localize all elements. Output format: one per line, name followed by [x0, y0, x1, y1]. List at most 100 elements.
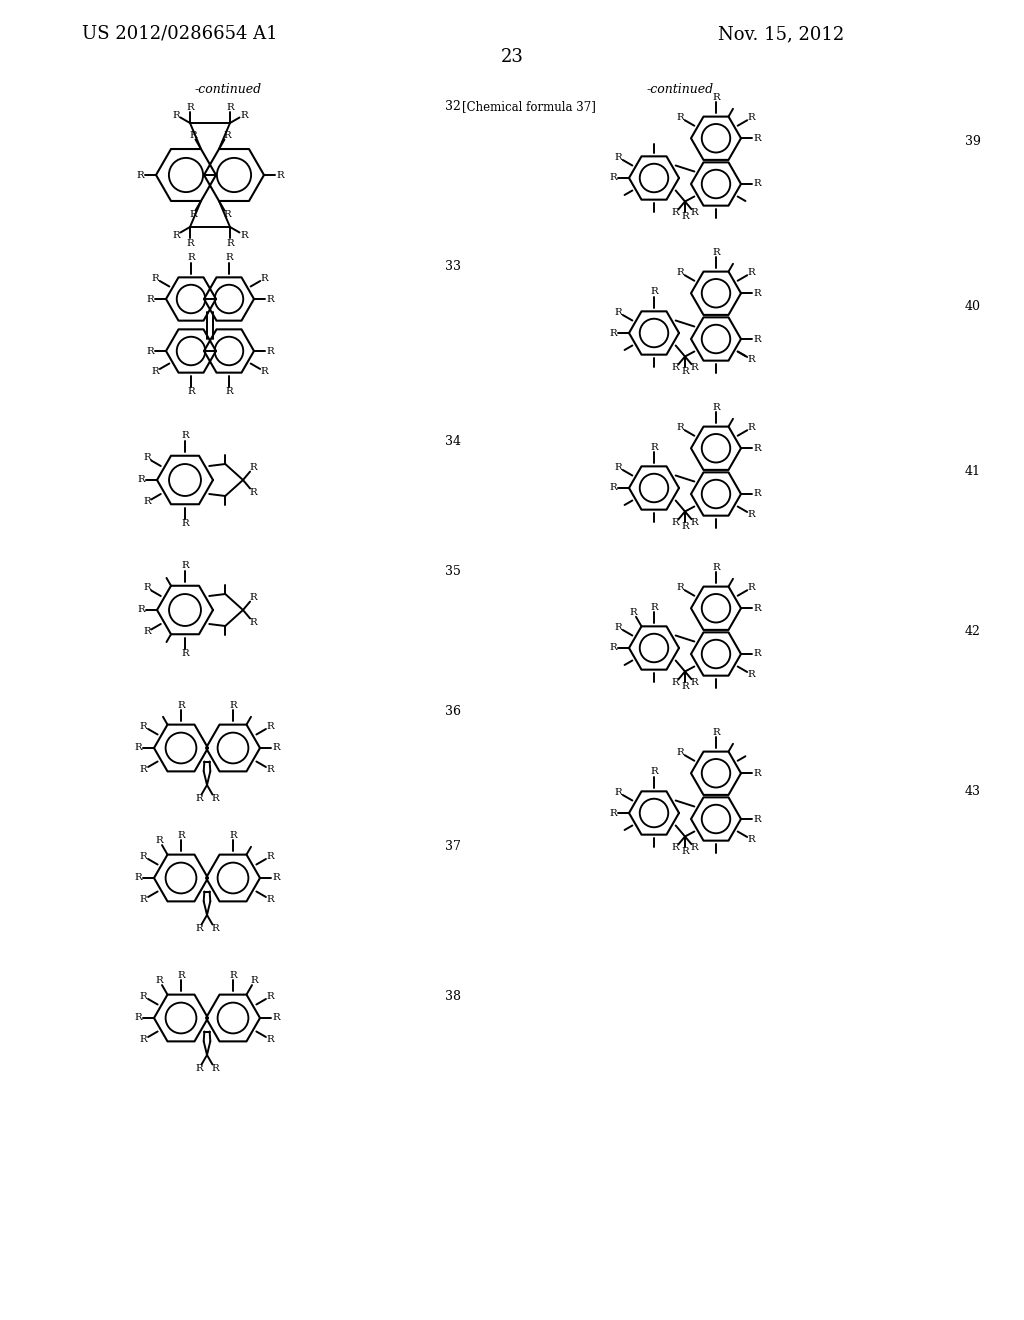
Text: R: R — [691, 209, 698, 218]
Text: US 2012/0286654 A1: US 2012/0286654 A1 — [82, 25, 278, 44]
Text: 41: 41 — [965, 465, 981, 478]
Text: R: R — [211, 795, 219, 804]
Text: R: R — [177, 970, 185, 979]
Text: R: R — [140, 993, 147, 1001]
Text: R: R — [229, 701, 237, 710]
Text: 34: 34 — [445, 436, 461, 447]
Text: R: R — [609, 173, 616, 182]
Text: R: R — [712, 92, 720, 102]
Text: R: R — [156, 837, 164, 845]
Text: R: R — [156, 977, 164, 985]
Text: R: R — [177, 701, 185, 710]
Text: R: R — [143, 583, 151, 593]
Text: R: R — [266, 993, 274, 1001]
Text: R: R — [187, 388, 195, 396]
Text: R: R — [140, 1035, 147, 1044]
Text: R: R — [266, 346, 273, 355]
Text: R: R — [672, 519, 679, 528]
Text: R: R — [748, 424, 756, 432]
Text: R: R — [630, 609, 637, 616]
Text: R: R — [196, 795, 203, 804]
Text: R: R — [181, 520, 188, 528]
Text: R: R — [225, 388, 232, 396]
Text: R: R — [614, 463, 623, 473]
Text: R: R — [748, 355, 756, 364]
Text: R: R — [691, 519, 698, 528]
Text: R: R — [609, 644, 616, 652]
Text: R: R — [152, 367, 160, 376]
Text: R: R — [266, 895, 274, 904]
Text: R: R — [681, 682, 689, 690]
Text: R: R — [681, 521, 689, 531]
Text: R: R — [143, 454, 151, 462]
Text: R: R — [266, 766, 274, 774]
Text: 40: 40 — [965, 300, 981, 313]
Text: R: R — [712, 562, 720, 572]
Text: R: R — [614, 153, 623, 162]
Text: R: R — [753, 444, 761, 453]
Text: R: R — [225, 253, 232, 263]
Text: R: R — [753, 814, 761, 824]
Text: 43: 43 — [965, 785, 981, 799]
Text: R: R — [677, 748, 684, 758]
Text: R: R — [223, 131, 230, 140]
Text: R: R — [261, 275, 268, 282]
Text: R: R — [609, 808, 616, 817]
Text: R: R — [189, 131, 197, 140]
Text: 36: 36 — [445, 705, 461, 718]
Text: R: R — [753, 649, 761, 659]
Text: R: R — [748, 510, 756, 519]
Text: R: R — [172, 111, 180, 120]
Text: R: R — [177, 830, 185, 840]
Text: R: R — [226, 103, 233, 111]
Text: R: R — [609, 483, 616, 492]
Text: R: R — [748, 671, 756, 678]
Text: R: R — [748, 583, 756, 593]
Text: R: R — [146, 294, 154, 304]
Text: R: R — [261, 367, 268, 376]
Text: R: R — [250, 488, 257, 496]
Text: R: R — [134, 1014, 142, 1023]
Text: R: R — [681, 847, 689, 855]
Text: R: R — [691, 363, 698, 372]
Text: R: R — [134, 874, 142, 883]
Text: R: R — [609, 329, 616, 338]
Text: R: R — [137, 606, 144, 615]
Text: [Chemical formula 37]: [Chemical formula 37] — [462, 100, 596, 114]
Text: R: R — [712, 403, 720, 412]
Text: R: R — [677, 114, 684, 123]
Text: R: R — [614, 788, 623, 797]
Text: R: R — [223, 210, 230, 219]
Text: R: R — [753, 180, 761, 189]
Text: R: R — [672, 843, 679, 853]
Text: R: R — [753, 334, 761, 343]
Text: R: R — [614, 308, 623, 317]
Text: R: R — [748, 268, 756, 277]
Text: R: R — [143, 498, 151, 507]
Text: R: R — [681, 367, 689, 376]
Text: R: R — [712, 248, 720, 257]
Text: R: R — [250, 463, 257, 473]
Text: R: R — [681, 213, 689, 220]
Text: R: R — [181, 432, 188, 441]
Text: R: R — [672, 209, 679, 218]
Text: R: R — [650, 767, 657, 776]
Text: R: R — [181, 649, 188, 659]
Text: R: R — [272, 743, 280, 752]
Text: R: R — [140, 895, 147, 904]
Text: 37: 37 — [445, 840, 461, 853]
Text: R: R — [136, 170, 144, 180]
Text: R: R — [251, 977, 258, 985]
Text: R: R — [677, 424, 684, 432]
Text: 35: 35 — [445, 565, 461, 578]
Text: R: R — [272, 874, 280, 883]
Text: R: R — [250, 618, 257, 627]
Text: 38: 38 — [445, 990, 461, 1003]
Text: R: R — [753, 490, 761, 499]
Text: R: R — [143, 627, 151, 636]
Text: R: R — [266, 722, 274, 731]
Text: R: R — [240, 231, 248, 239]
Text: R: R — [250, 593, 257, 602]
Text: 32: 32 — [445, 100, 461, 114]
Text: R: R — [650, 288, 657, 297]
